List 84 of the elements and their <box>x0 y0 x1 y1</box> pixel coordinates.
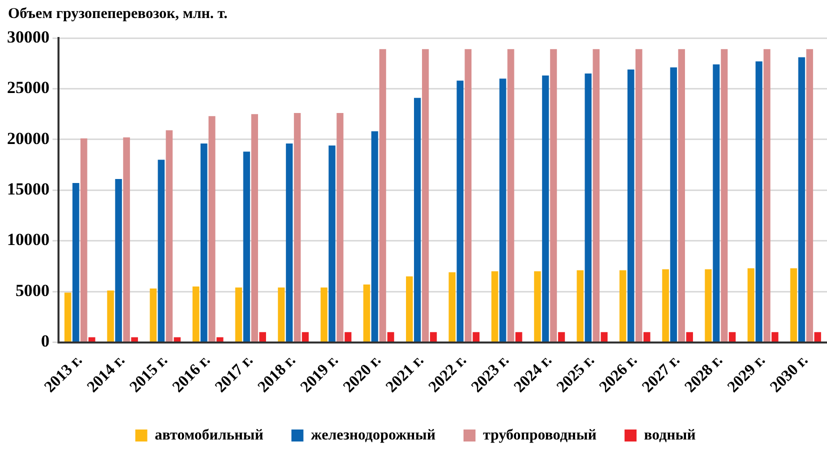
bar <box>363 284 370 342</box>
bar <box>627 69 634 342</box>
bar <box>115 178 122 342</box>
bar <box>507 49 514 342</box>
bar <box>243 152 250 342</box>
bar <box>216 337 224 342</box>
bar <box>208 116 216 342</box>
bar <box>772 332 778 342</box>
bar <box>456 80 464 342</box>
bar <box>619 270 626 342</box>
bar <box>235 288 242 342</box>
y-tick-label: 0 <box>41 332 50 351</box>
bar <box>712 64 720 342</box>
legend-label: автомобильный <box>154 427 264 444</box>
bar <box>123 137 130 342</box>
bar <box>302 332 309 342</box>
y-tick-label: 5000 <box>16 280 50 300</box>
bar <box>790 268 798 342</box>
bar <box>251 114 258 342</box>
bar <box>686 332 693 342</box>
y-tick-label: 10000 <box>7 230 50 250</box>
bar <box>278 288 285 342</box>
bar <box>259 332 266 342</box>
bar <box>158 160 165 342</box>
bar <box>472 332 480 342</box>
bar <box>764 49 770 342</box>
bar <box>379 49 386 342</box>
bar <box>678 49 685 342</box>
y-tick-label: 15000 <box>7 180 50 199</box>
bar <box>80 138 88 342</box>
legend-label: трубопроводный <box>482 427 597 444</box>
bar <box>748 268 754 342</box>
bar <box>558 332 565 342</box>
legend-label: железнодорожный <box>310 427 436 444</box>
bar <box>592 49 600 342</box>
bar <box>387 332 394 342</box>
bar <box>328 146 336 342</box>
bar <box>166 130 173 342</box>
bar <box>336 113 344 342</box>
legend-label: водный <box>644 427 696 444</box>
bar <box>414 98 421 342</box>
bar <box>64 292 72 342</box>
bar <box>806 49 814 342</box>
bar <box>72 183 80 342</box>
bar <box>720 49 728 342</box>
bar <box>756 61 762 342</box>
bar <box>542 76 549 342</box>
bar <box>200 143 208 342</box>
bar <box>320 288 328 342</box>
bar <box>448 272 456 342</box>
bar <box>798 57 806 342</box>
bar <box>464 49 472 342</box>
bar <box>584 74 592 342</box>
bar <box>728 332 736 342</box>
bar <box>576 270 584 342</box>
bar <box>174 337 181 342</box>
bar <box>150 288 157 342</box>
bar <box>131 337 138 342</box>
bar <box>371 131 378 342</box>
y-tick-label: 30000 <box>7 27 50 46</box>
bar <box>515 332 522 342</box>
bar <box>107 290 114 342</box>
bar <box>534 271 541 342</box>
bar <box>670 67 677 342</box>
bar <box>294 113 301 342</box>
chart-title: Объем грузопеперевозок, млн. т. <box>8 6 228 23</box>
bar <box>635 49 642 342</box>
bar <box>192 286 200 342</box>
bar <box>643 332 650 342</box>
bar <box>344 332 352 342</box>
bar <box>550 49 557 342</box>
bar <box>814 332 822 342</box>
bar <box>88 337 96 342</box>
y-tick-label: 20000 <box>7 128 50 148</box>
bar <box>430 332 437 342</box>
bar <box>406 276 413 342</box>
bar <box>600 332 608 342</box>
bar <box>704 269 712 342</box>
bar <box>422 49 429 342</box>
bar <box>491 271 498 342</box>
bar <box>662 269 669 342</box>
bar <box>499 78 506 342</box>
bar <box>286 143 293 342</box>
y-tick-label: 25000 <box>7 78 50 98</box>
